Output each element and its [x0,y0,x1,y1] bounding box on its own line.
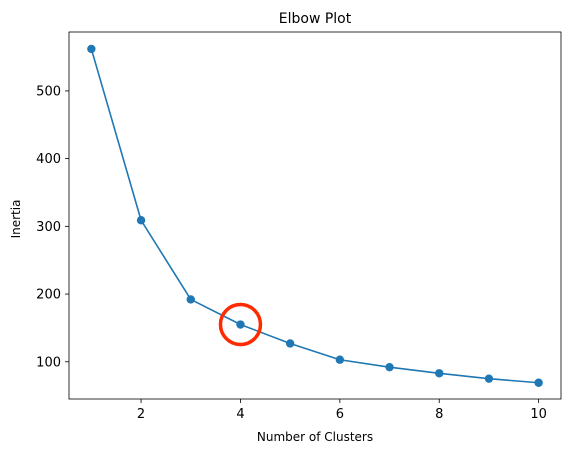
x-tick-label-8: 8 [435,407,443,422]
x-tick-label-2: 2 [137,407,145,422]
y-tick-label-500: 500 [36,84,61,99]
data-point-7 [385,362,394,372]
data-point-8 [435,369,444,378]
y-axis-label: Inertia [9,200,23,239]
x-axis-label: Number of Clusters [257,430,373,444]
y-tick-label-200: 200 [36,288,61,303]
plot-frame [68,31,562,400]
data-point-5 [285,339,295,348]
x-tick-label-10: 10 [530,407,547,422]
y-tick-label-300: 300 [36,220,61,235]
chart-title: Elbow Plot [279,11,352,27]
data-point-1 [87,44,96,54]
data-point-10 [534,378,543,387]
y-tick-label-100: 100 [36,355,61,370]
plot-area: 2 4 6 8 10 100 200 300 400 500 [36,31,562,422]
y-tick-label-400: 400 [36,152,61,167]
data-point-4 [236,320,245,329]
data-point-3 [186,295,195,304]
x-tick-label-4: 4 [236,407,244,422]
data-point-2 [136,216,146,225]
data-point-6 [335,355,345,364]
series-line-0 [90,48,540,384]
data-point-9 [484,374,494,383]
elbow-highlight-circle [218,302,263,347]
x-tick-label-6: 6 [336,407,344,422]
